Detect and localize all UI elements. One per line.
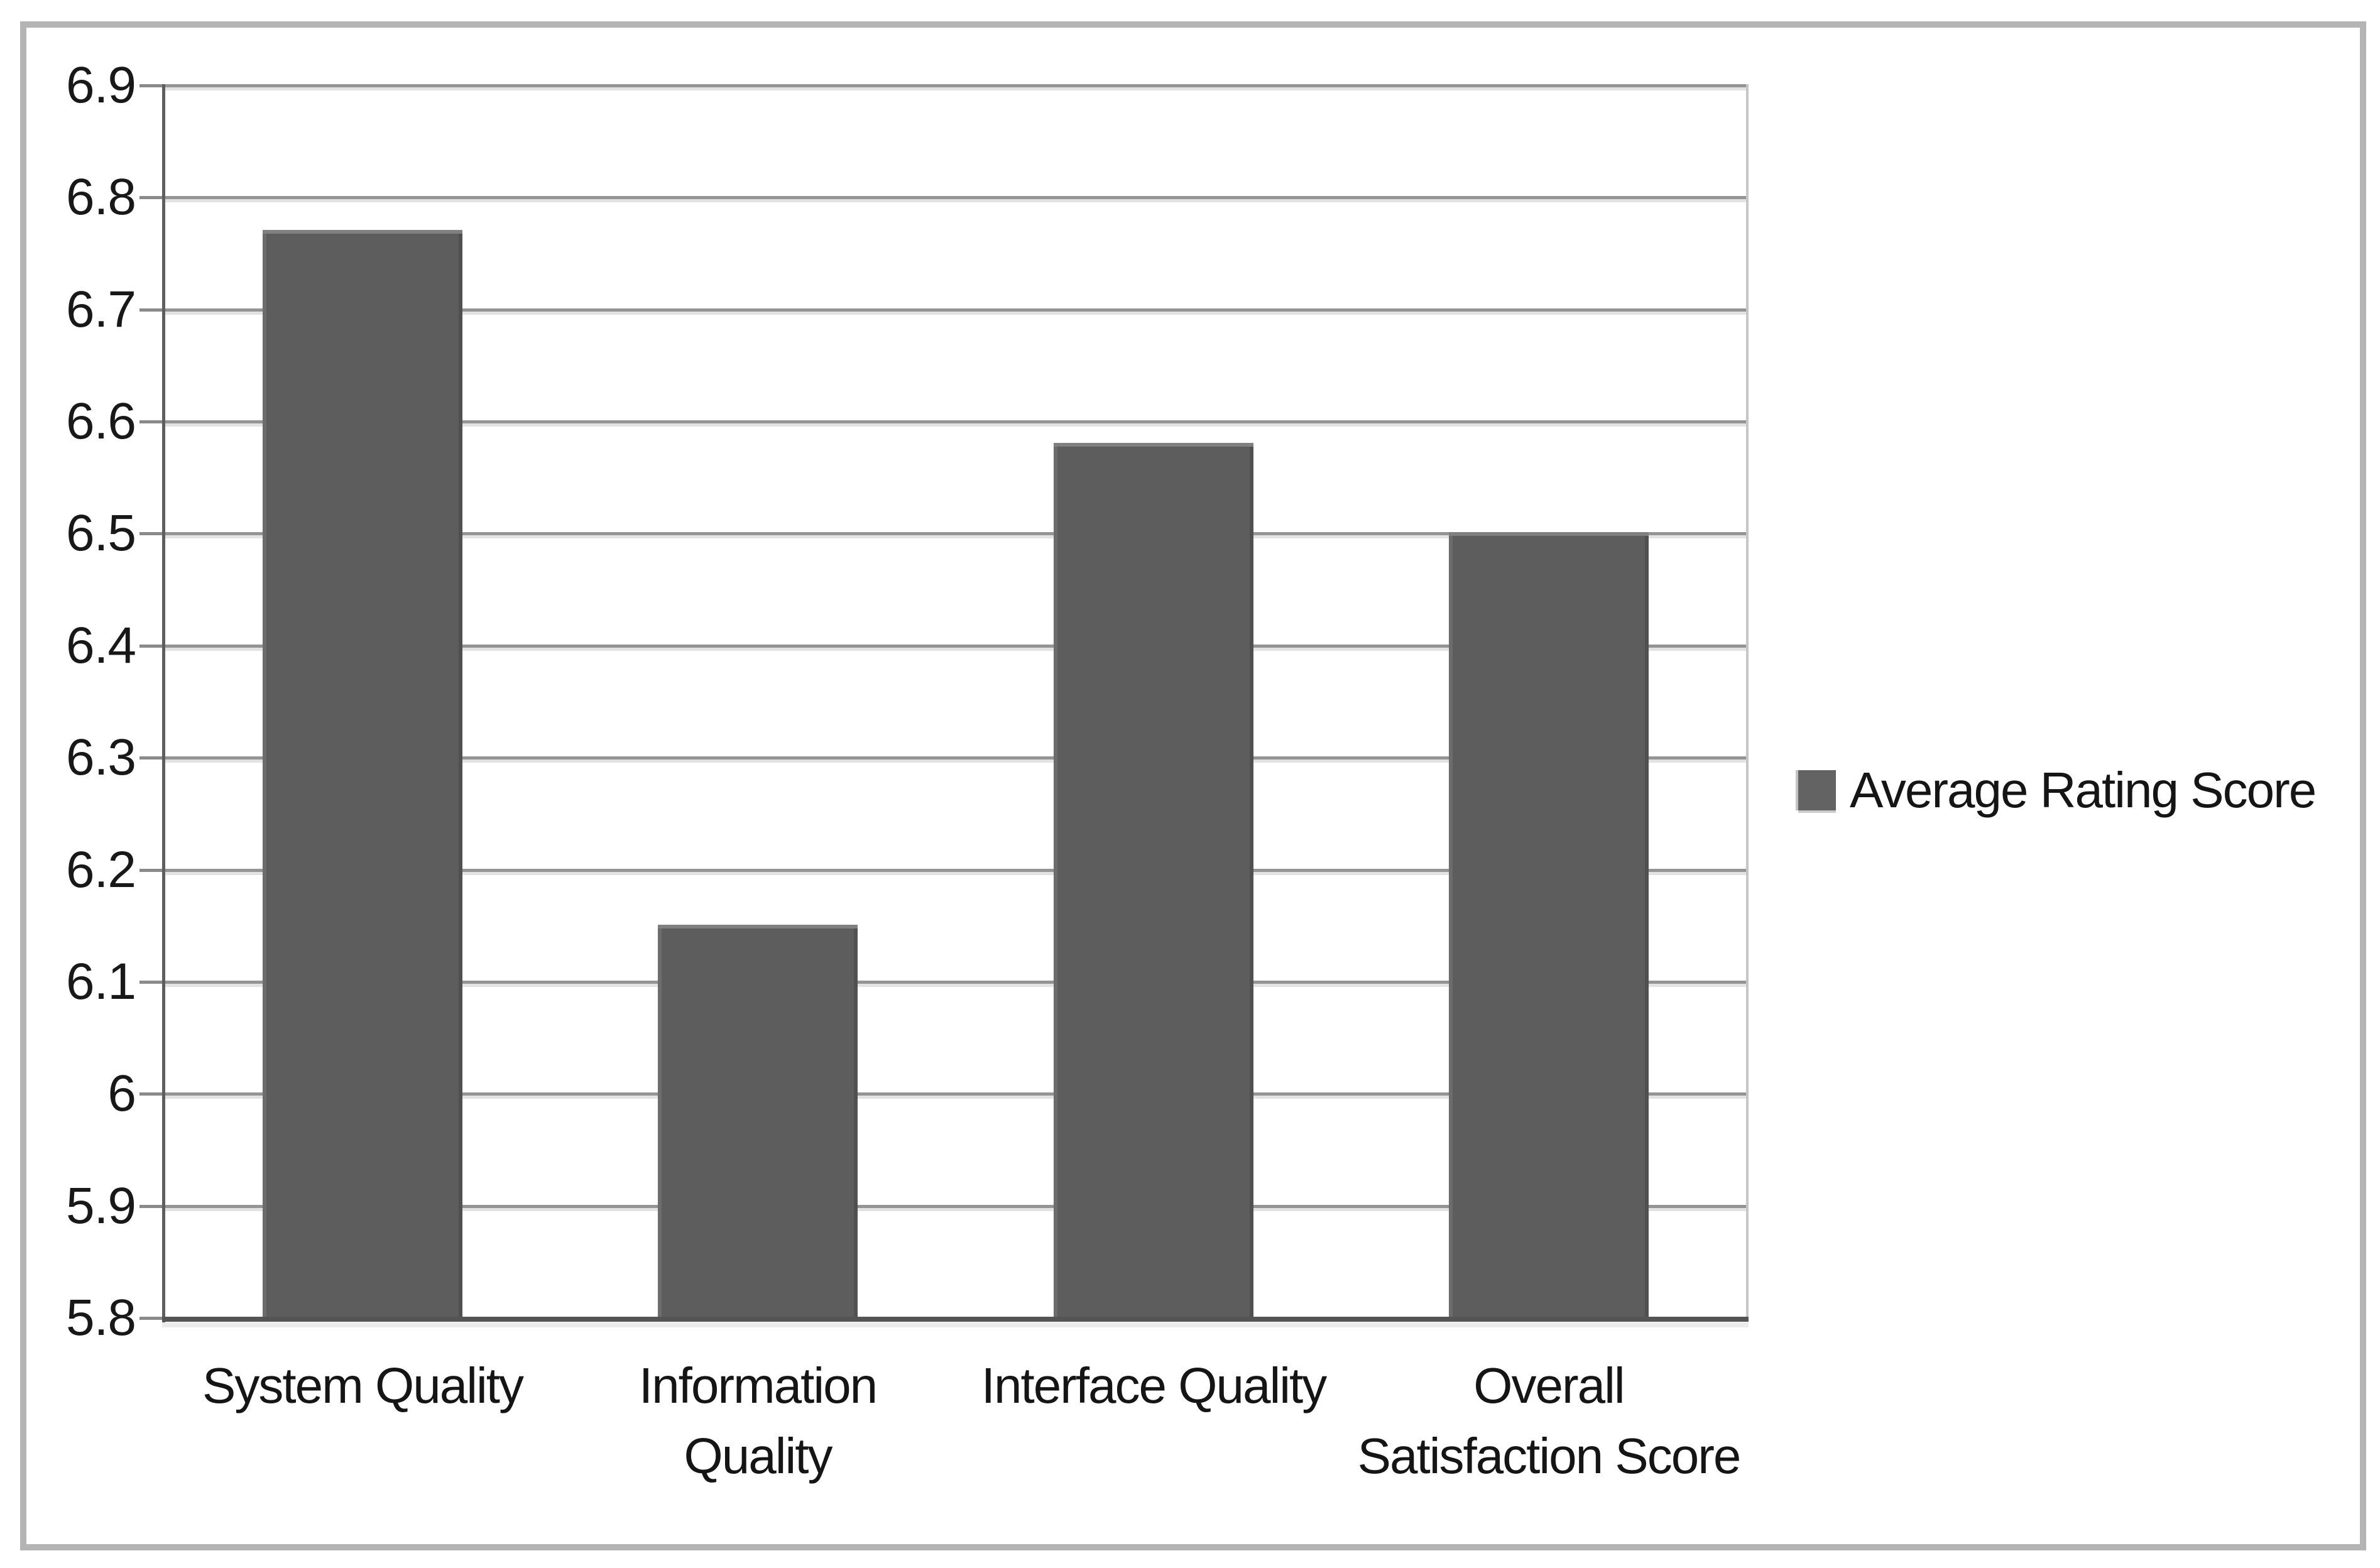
- gridline-6.6: [165, 420, 1747, 423]
- legend: Average Rating Score: [1798, 761, 2317, 819]
- gridline-6: [165, 1092, 1747, 1096]
- bar-overall-satisfaction-score: [1449, 532, 1649, 1317]
- bar-system-quality: [263, 230, 462, 1317]
- y-tick-6.6: [139, 420, 162, 423]
- y-tick-6.5: [139, 532, 162, 535]
- y-axis-label-6.7: 6.7: [66, 281, 136, 338]
- x-axis-label-system-quality: System Quality: [202, 1358, 524, 1413]
- plot-right-border: [1746, 84, 1749, 1317]
- y-tick-6.3: [139, 756, 162, 760]
- x-axis-label-overall-satisfaction-score: Overall Satisfaction Score: [1357, 1358, 1742, 1484]
- y-axis-label-6.1: 6.1: [66, 953, 136, 1010]
- y-axis-label-6.8: 6.8: [66, 168, 136, 226]
- y-tick-6.4: [139, 645, 162, 648]
- gridline-6.4: [165, 645, 1747, 648]
- gridline-6.5: [165, 532, 1747, 535]
- x-axis-label-information-quality: Information Quality: [638, 1358, 878, 1484]
- y-tick-6: [139, 1092, 162, 1096]
- gridline-6.3: [165, 756, 1747, 760]
- y-tick-6.1: [139, 981, 162, 984]
- y-axis-line: [162, 84, 165, 1327]
- gridline-6.9: [165, 84, 1747, 87]
- gridline-6.1: [165, 981, 1747, 984]
- y-tick-6.7: [139, 308, 162, 312]
- legend-label: Average Rating Score: [1850, 762, 2317, 818]
- y-axis-label-6.2: 6.2: [66, 841, 136, 898]
- y-axis-label-6.9: 6.9: [66, 57, 136, 114]
- gridline-6.7: [165, 308, 1747, 312]
- y-tick-6.9: [139, 84, 162, 87]
- y-axis-label-6.5: 6.5: [66, 504, 136, 562]
- y-axis-label-6.4: 6.4: [66, 617, 136, 674]
- y-axis-label-6.6: 6.6: [66, 393, 136, 450]
- y-tick-5.9: [139, 1205, 162, 1208]
- y-tick-5.8: [139, 1317, 162, 1320]
- y-axis-label-6.3: 6.3: [66, 729, 136, 786]
- legend-marker-square: [1798, 770, 1836, 810]
- bar-interface-quality: [1054, 443, 1253, 1317]
- y-tick-6.8: [139, 196, 162, 199]
- x-axis-line: [162, 1317, 1749, 1322]
- y-axis-label-6: 6: [107, 1065, 136, 1122]
- gridline-6.8: [165, 196, 1747, 199]
- y-axis-label-5.9: 5.9: [66, 1177, 136, 1234]
- bar-information-quality: [658, 925, 858, 1317]
- gridline-6.2: [165, 869, 1747, 872]
- x-axis-label-interface-quality: Interface Quality: [981, 1358, 1328, 1413]
- gridline-5.9: [165, 1205, 1747, 1208]
- y-axis-label-5.8: 5.8: [66, 1289, 136, 1346]
- y-tick-6.2: [139, 869, 162, 872]
